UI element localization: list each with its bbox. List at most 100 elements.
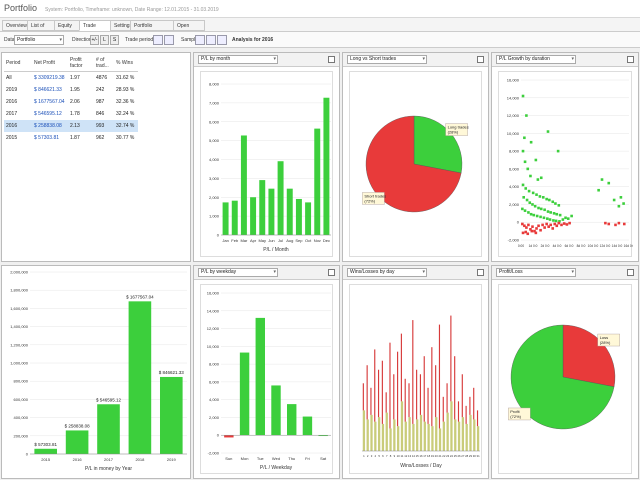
bar bbox=[65, 430, 89, 454]
profit-point bbox=[619, 196, 623, 199]
bar bbox=[224, 435, 234, 438]
period-open-icon[interactable] bbox=[153, 35, 163, 45]
data-label: $ 546595.12 bbox=[96, 397, 122, 402]
x-tick-label: 12 bbox=[404, 454, 408, 458]
col-net-profit[interactable]: Net Profit bbox=[32, 55, 68, 72]
tab-list-of-trades[interactable]: List of trades bbox=[27, 20, 55, 40]
win-bar bbox=[366, 419, 369, 451]
loss-point bbox=[527, 223, 530, 227]
x-tick-label: 11 bbox=[401, 454, 404, 458]
sample-in-icon[interactable] bbox=[195, 35, 205, 45]
pie-label-box bbox=[597, 333, 620, 347]
pie-label-pct: (72%) bbox=[364, 198, 375, 203]
x-tick-label: 2 bbox=[367, 454, 369, 458]
y-tick-label: 10,000 bbox=[207, 344, 220, 349]
wins-losses-select[interactable]: Wins/Losses by day bbox=[347, 268, 427, 277]
period-close-icon[interactable] bbox=[164, 35, 174, 45]
table-row[interactable]: 2017 $ 546595.12 1.78 846 32.24 % bbox=[4, 108, 138, 120]
profit-point bbox=[607, 181, 611, 185]
loss-bar bbox=[404, 378, 406, 422]
long-short-chart: Long trades(28%) Short trades(72%) bbox=[362, 115, 469, 213]
table-row[interactable]: 2019 $ 846621.33 1.95 242 28.93 % bbox=[4, 84, 138, 96]
x-tick-label: 18 bbox=[427, 454, 431, 458]
col-pct-wins[interactable]: % Wins bbox=[114, 55, 138, 72]
direction-both-button[interactable]: +/- bbox=[90, 35, 99, 45]
tab-trade-analysis[interactable]: Trade analysis bbox=[79, 20, 111, 40]
y-tick-label: 0 bbox=[517, 220, 520, 225]
win-bar bbox=[450, 401, 453, 451]
table-row[interactable]: 2015 $ 57303.81 1.87 962 30.77 % bbox=[4, 132, 138, 144]
win-bar bbox=[423, 421, 426, 451]
direction-short-button[interactable]: S bbox=[110, 35, 119, 45]
x-tick-label: 15 bbox=[416, 454, 420, 458]
win-bar bbox=[442, 421, 445, 451]
x-tick-label: 2017 bbox=[104, 457, 114, 462]
pl-month-select[interactable]: P/L by month bbox=[198, 55, 278, 64]
table-row-selected[interactable]: 2016 $ 258838.08 2.13 993 32.74 % bbox=[4, 119, 138, 132]
tab-overview[interactable]: Overview bbox=[2, 20, 28, 31]
loss-bar bbox=[408, 383, 410, 418]
loss-bar bbox=[416, 369, 418, 420]
copy-icon[interactable] bbox=[627, 269, 634, 276]
sample-all-icon[interactable] bbox=[217, 35, 227, 45]
bar bbox=[240, 135, 247, 235]
x-tick-label: 4d 0:0 bbox=[553, 244, 562, 248]
col-period[interactable]: Period bbox=[4, 55, 32, 72]
panel-header: Wins/Losses by day bbox=[343, 266, 488, 280]
copy-icon[interactable] bbox=[328, 269, 335, 276]
tab-portfolio-correlation[interactable]: Portfolio correlation bbox=[130, 20, 174, 40]
direction-long-button[interactable]: L bbox=[100, 35, 109, 45]
pie-label-box bbox=[445, 123, 468, 136]
win-bar bbox=[381, 423, 385, 451]
y-tick-label: 14,000 bbox=[507, 95, 520, 100]
x-tick-label: Wed bbox=[272, 456, 280, 461]
table-row[interactable]: All $ 3309219.38 1.97 4876 31.62 % bbox=[4, 72, 138, 84]
loss-point bbox=[568, 221, 571, 225]
profit-point bbox=[539, 215, 542, 219]
pl-weekday-panel: P/L by weekday -2,000 0 2,000 4,000 6,000 8,0… bbox=[193, 265, 340, 479]
loss-point bbox=[521, 231, 525, 235]
tab-equity-chart[interactable]: Equity chart bbox=[54, 20, 80, 40]
cell-period: All bbox=[6, 74, 12, 81]
profit-point bbox=[522, 196, 525, 199]
x-tick-label: 8d 0:0 bbox=[577, 244, 586, 248]
cell-wins: 31.62 % bbox=[116, 74, 135, 81]
profit-point bbox=[523, 160, 527, 164]
sample-out-icon[interactable] bbox=[206, 35, 216, 45]
table-row[interactable]: 2016 $ 1677567.04 2.06 987 32.36 % bbox=[4, 96, 138, 108]
pl-weekday-select[interactable]: P/L by weekday bbox=[198, 268, 278, 277]
y-tick-label: 4,000 bbox=[509, 184, 520, 189]
col-num-trades[interactable]: # of trad... bbox=[94, 55, 114, 72]
long-short-select[interactable]: Long vs Short trades bbox=[347, 55, 427, 64]
profit-loss-select[interactable]: Profit/Loss bbox=[496, 268, 576, 277]
profit-point bbox=[529, 140, 533, 144]
copy-icon[interactable] bbox=[477, 269, 484, 276]
bar bbox=[268, 188, 275, 235]
profit-point bbox=[521, 94, 525, 98]
profit-point bbox=[600, 178, 604, 181]
win-bar bbox=[370, 414, 373, 451]
col-profit-factor[interactable]: Profit factor bbox=[68, 55, 94, 72]
loss-bar bbox=[450, 315, 452, 402]
x-tick-label: 27 bbox=[461, 454, 465, 458]
loss-bar bbox=[381, 360, 383, 424]
copy-icon[interactable] bbox=[328, 56, 335, 63]
growth-select[interactable]: P/L Growth by duration bbox=[496, 55, 576, 64]
bar bbox=[286, 188, 293, 235]
data-label: $ 1677567.04 bbox=[126, 294, 154, 299]
x-tick-label: 6 bbox=[382, 454, 384, 458]
copy-icon[interactable] bbox=[477, 56, 484, 63]
data-select[interactable]: Portfolio bbox=[14, 35, 64, 45]
loss-bar bbox=[412, 320, 414, 424]
tab-settings[interactable]: Settings bbox=[110, 20, 132, 31]
y-tick-label: 1,000 bbox=[209, 214, 220, 219]
stats-table-panel: Period Net Profit Profit factor # of tra… bbox=[1, 52, 191, 262]
copy-icon[interactable] bbox=[627, 56, 634, 63]
tab-open-balances[interactable]: Open balances bbox=[173, 20, 205, 40]
loss-point bbox=[537, 224, 540, 228]
x-tick-label: 14 bbox=[412, 454, 416, 458]
bar bbox=[287, 404, 297, 436]
x-tick-label: 7 bbox=[386, 454, 388, 458]
tab-bar: Overview List of trades Equity chart Tra… bbox=[0, 18, 640, 40]
bar bbox=[314, 128, 321, 235]
